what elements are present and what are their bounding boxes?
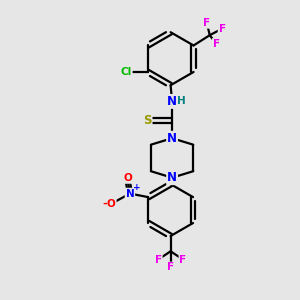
Text: N: N [167, 95, 177, 108]
Text: S: S [143, 114, 152, 127]
Text: N: N [125, 189, 134, 199]
Text: O: O [107, 199, 116, 209]
Text: F: F [213, 39, 220, 49]
Text: H: H [177, 96, 186, 106]
Text: N: N [167, 132, 177, 145]
Text: O: O [123, 173, 132, 183]
Text: -: - [103, 199, 107, 209]
Text: F: F [219, 24, 226, 34]
Text: N: N [167, 171, 177, 184]
Text: F: F [203, 18, 210, 28]
Text: F: F [167, 262, 174, 272]
Text: +: + [133, 183, 140, 192]
Text: F: F [155, 254, 162, 265]
Text: Cl: Cl [121, 67, 132, 77]
Text: F: F [179, 254, 187, 265]
